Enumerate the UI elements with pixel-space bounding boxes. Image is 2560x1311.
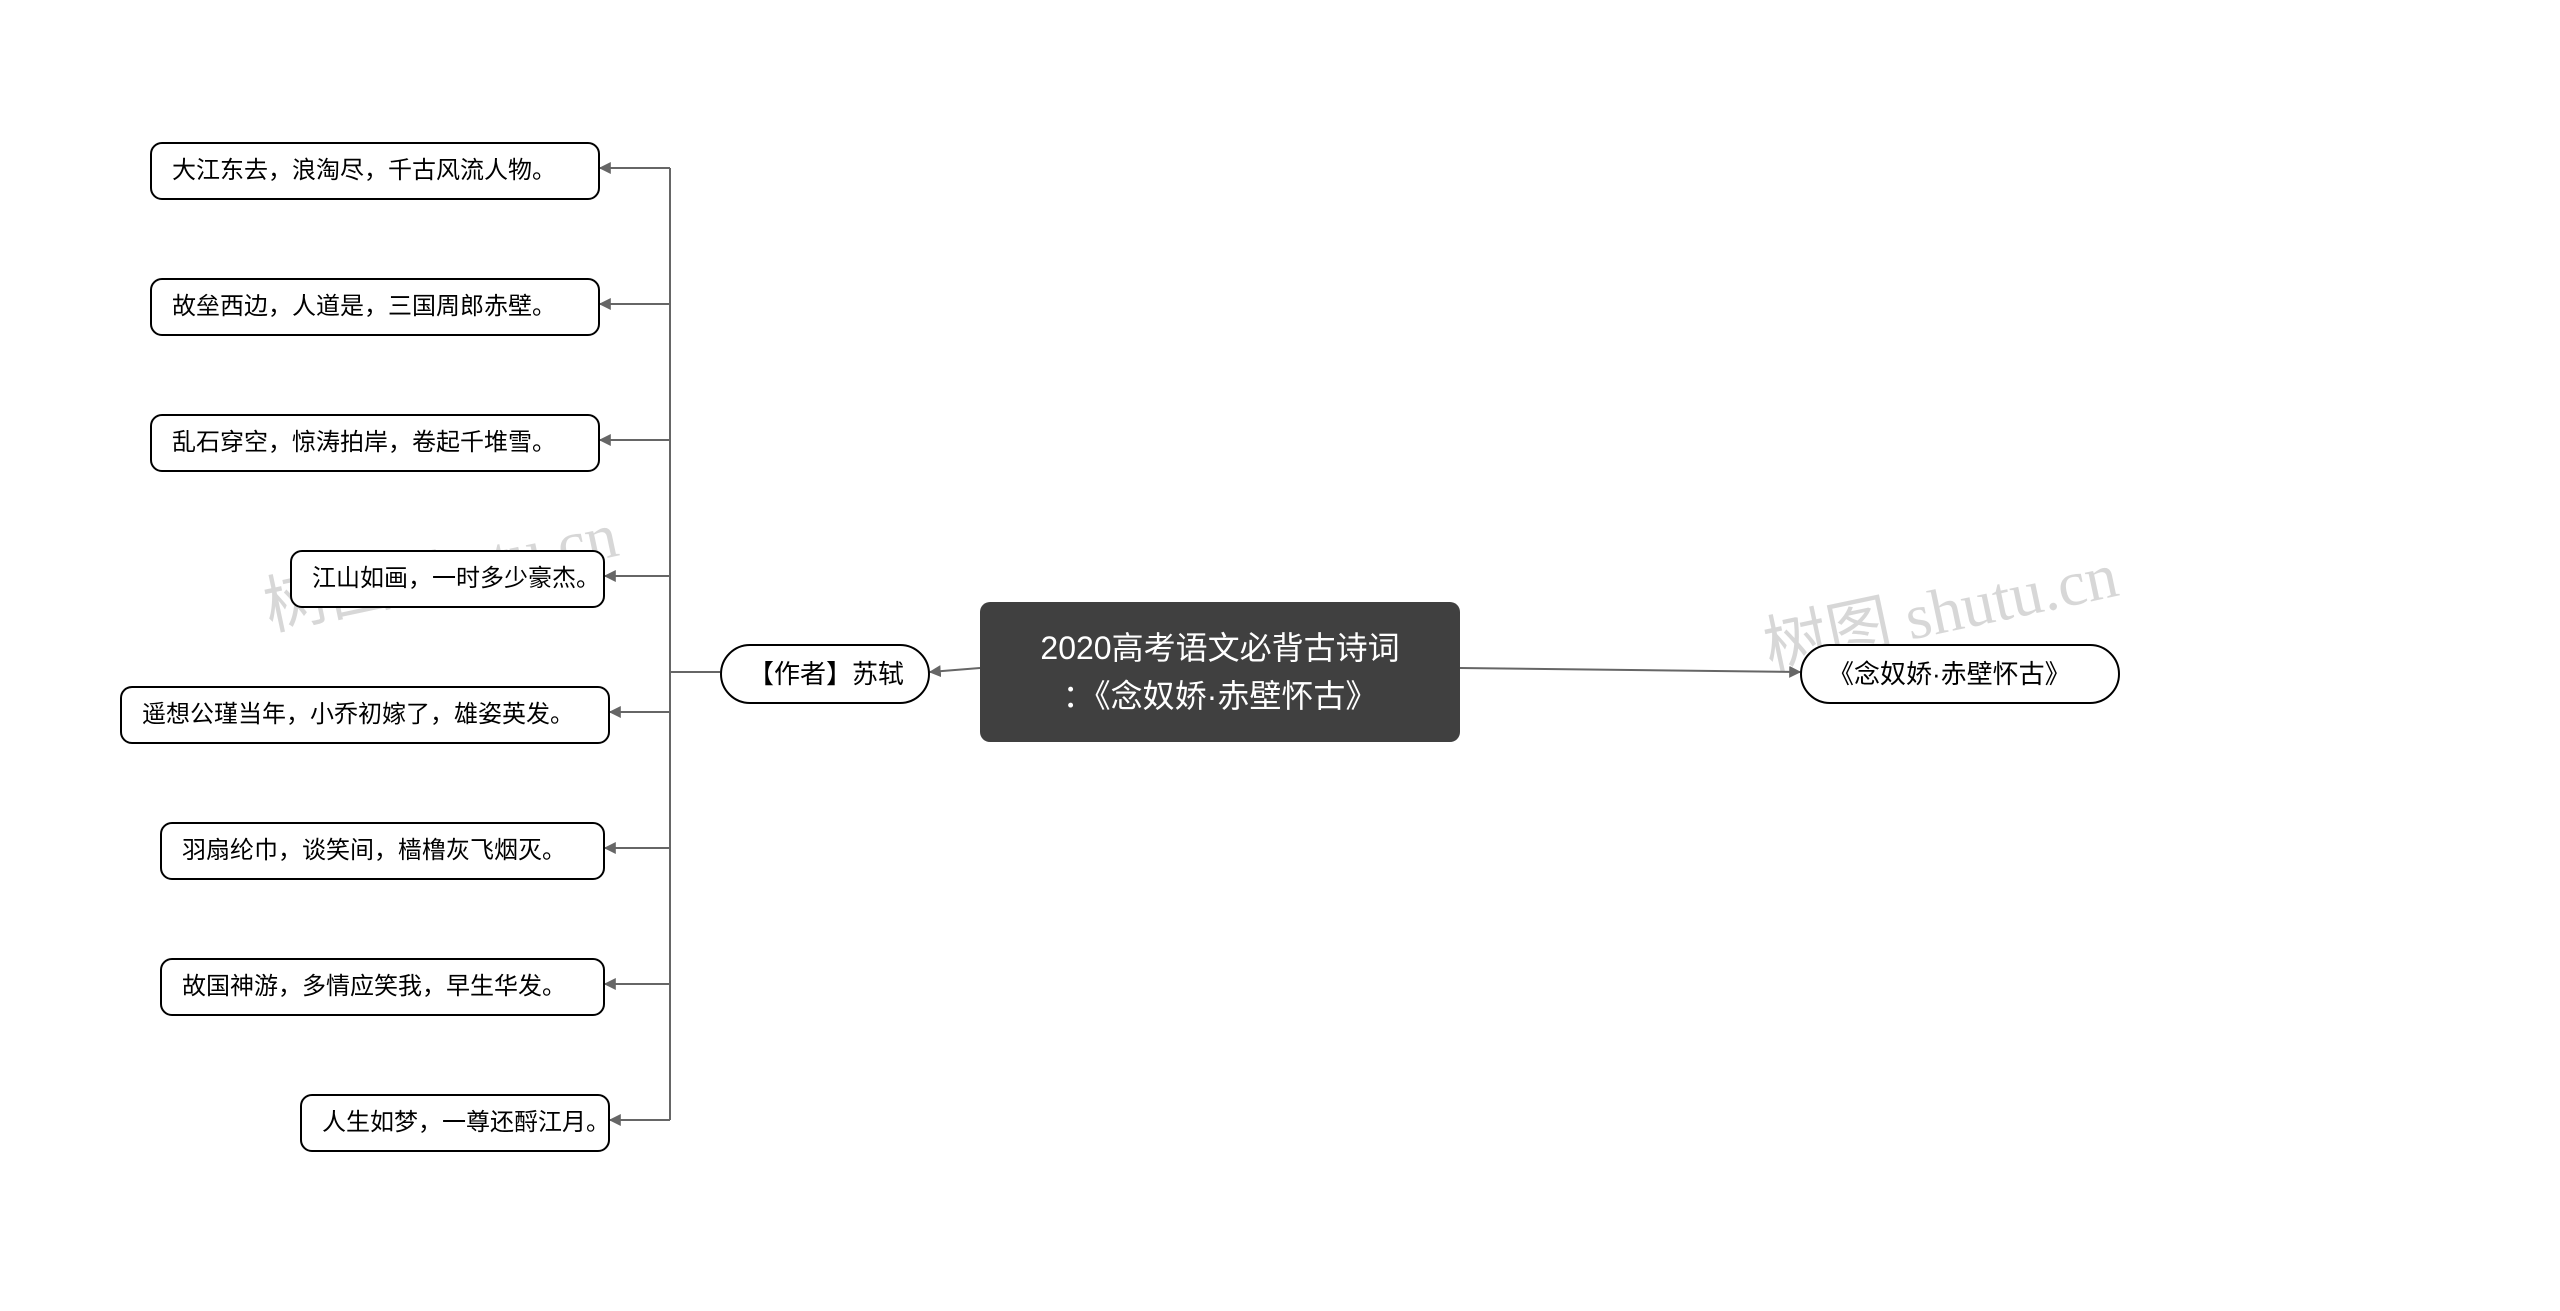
verse-node-6[interactable]: 羽扇纶巾，谈笑间，樯橹灰飞烟灭。: [160, 822, 605, 880]
verse-node-4[interactable]: 江山如画，一时多少豪杰。: [290, 550, 605, 608]
root-node[interactable]: 2020高考语文必背古诗词 ：《念奴娇·赤壁怀古》: [980, 602, 1460, 742]
verse-node-1[interactable]: 大江东去，浪淘尽，千古风流人物。: [150, 142, 600, 200]
verse-node-3[interactable]: 乱石穿空，惊涛拍岸，卷起千堆雪。: [150, 414, 600, 472]
mindmap-canvas: 树图 shutu.cn树图 shutu.cn 2020高考语文必背古诗词 ：《念…: [0, 0, 2560, 1311]
author-node[interactable]: 【作者】苏轼: [720, 644, 930, 704]
verse-node-8[interactable]: 人生如梦，一尊还酹江月。: [300, 1094, 610, 1152]
verse-node-7[interactable]: 故国神游，多情应笑我，早生华发。: [160, 958, 605, 1016]
verse-node-2[interactable]: 故垒西边，人道是，三国周郎赤壁。: [150, 278, 600, 336]
right-title-node[interactable]: 《念奴娇·赤壁怀古》: [1800, 644, 2120, 704]
verse-node-5[interactable]: 遥想公瑾当年，小乔初嫁了，雄姿英发。: [120, 686, 610, 744]
